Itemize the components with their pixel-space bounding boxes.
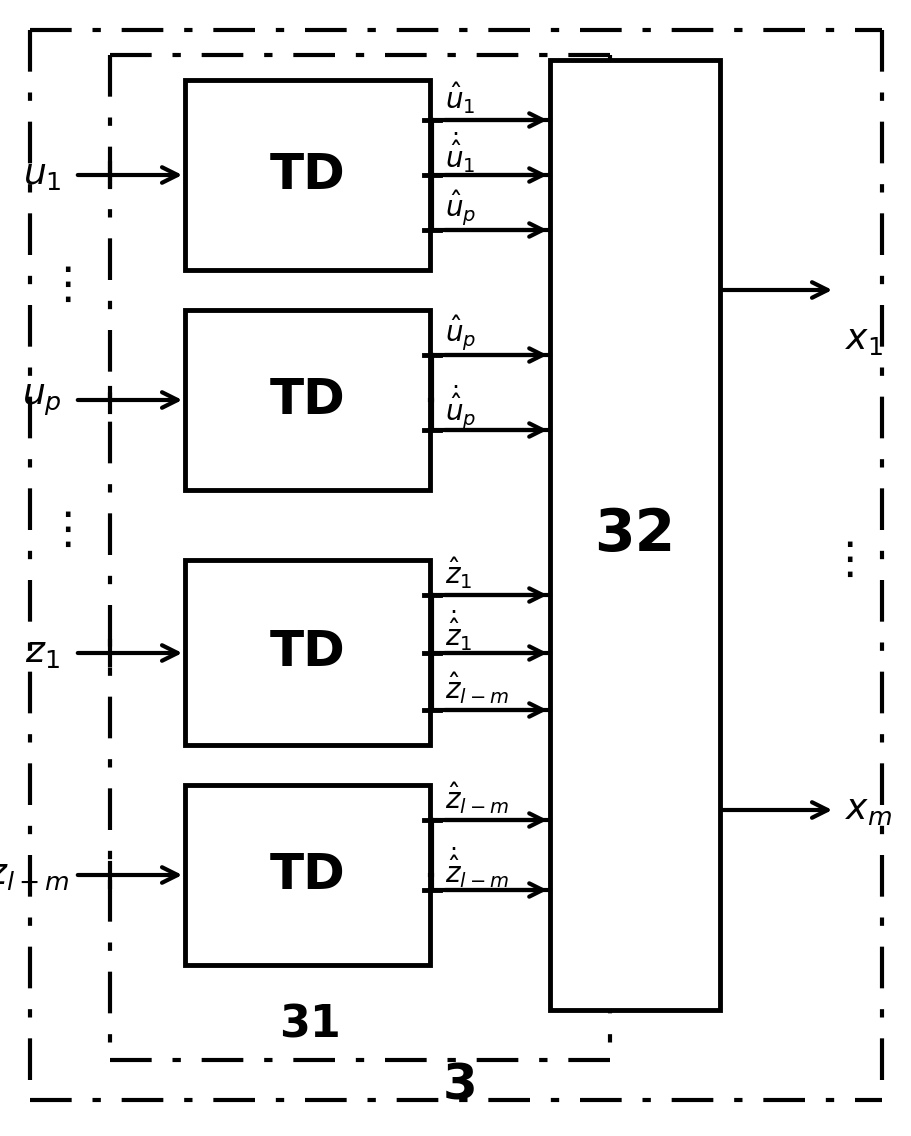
Text: $\hat{u}_p$: $\hat{u}_p$ (445, 314, 476, 353)
Bar (185, 785, 429, 964)
Text: TD: TD (270, 151, 345, 199)
Text: 31: 31 (279, 1003, 341, 1046)
Text: $\boldsymbol{x_1}$: $\boldsymbol{x_1}$ (844, 323, 882, 357)
Bar (185, 80, 429, 270)
Text: $\vdots$: $\vdots$ (45, 264, 71, 307)
Text: TD: TD (270, 628, 345, 677)
Text: TD: TD (270, 851, 345, 899)
Bar (185, 310, 429, 490)
Text: 3: 3 (442, 1061, 476, 1109)
Text: $\boldsymbol{u_p}$: $\boldsymbol{u_p}$ (22, 383, 62, 418)
Bar (549, 60, 719, 1010)
Text: $\boldsymbol{z_{l-m}}$: $\boldsymbol{z_{l-m}}$ (0, 858, 69, 892)
Text: $\dot{\hat{z}}_{l-m}$: $\dot{\hat{z}}_{l-m}$ (445, 846, 508, 891)
Text: 32: 32 (594, 507, 675, 563)
Text: $\boldsymbol{z_1}$: $\boldsymbol{z_1}$ (25, 636, 59, 670)
Text: $\vdots$: $\vdots$ (826, 538, 853, 582)
Text: $\boldsymbol{x_m}$: $\boldsymbol{x_m}$ (844, 793, 891, 827)
Text: $\vdots$: $\vdots$ (45, 509, 71, 551)
Text: $\hat{z}_{l-m}$: $\hat{z}_{l-m}$ (445, 670, 508, 705)
Bar (185, 560, 429, 745)
Text: $\hat{u}_1$: $\hat{u}_1$ (445, 81, 475, 116)
Text: $\hat{z}_{l-m}$: $\hat{z}_{l-m}$ (445, 780, 508, 816)
Text: $\hat{z}_1$: $\hat{z}_1$ (445, 556, 472, 591)
Text: $\dot{\hat{u}}_p$: $\dot{\hat{u}}_p$ (445, 384, 476, 432)
Text: $\dot{\hat{z}}_1$: $\dot{\hat{z}}_1$ (445, 609, 472, 653)
Text: TD: TD (270, 376, 345, 424)
Text: $\dot{\hat{u}}_1$: $\dot{\hat{u}}_1$ (445, 131, 475, 175)
Text: $\hat{u}_p$: $\hat{u}_p$ (445, 189, 476, 228)
Text: $\boldsymbol{u_1}$: $\boldsymbol{u_1}$ (23, 158, 61, 192)
